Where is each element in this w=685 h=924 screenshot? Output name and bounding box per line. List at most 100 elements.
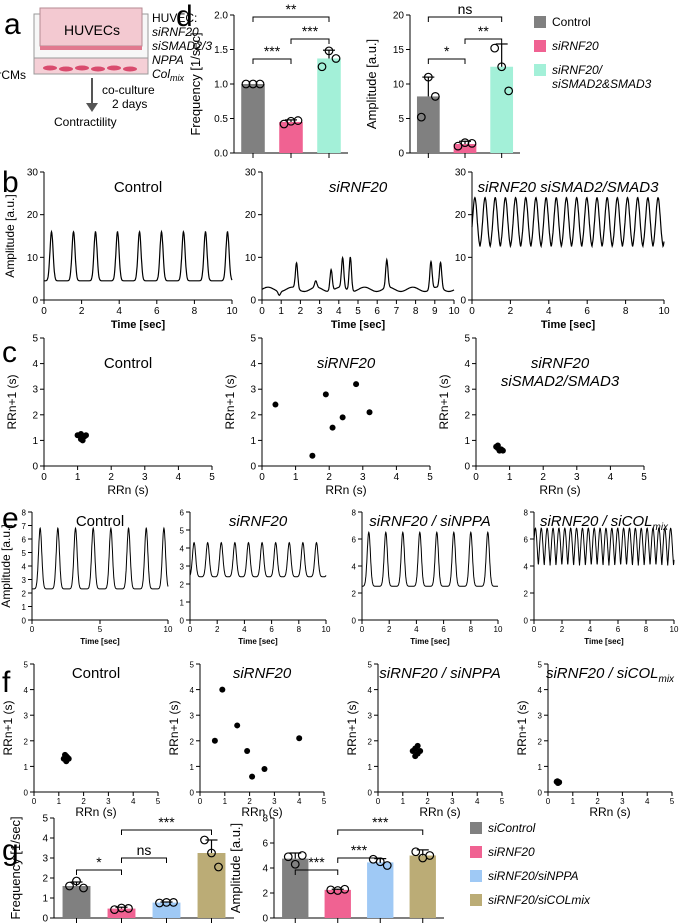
x-tick-label: 1 <box>278 306 284 317</box>
chart-title: Control <box>104 355 152 372</box>
chart-title: siSMAD2/SMAD3 <box>501 373 620 390</box>
y-tick-label: 0 <box>464 462 470 473</box>
y-tick-label: 1 <box>368 763 373 772</box>
x-tick-label: 5 <box>500 797 505 806</box>
y-tick-label: 4 <box>42 834 48 845</box>
y-tick-label: 2 <box>42 874 48 885</box>
x-tick-label: 2 <box>387 625 392 634</box>
y-tick-label: 8 <box>524 509 529 518</box>
data-point <box>65 881 74 891</box>
legend-label: siRNF20 <box>488 845 535 859</box>
panel-label-f: f <box>2 666 11 699</box>
significance-bracket <box>121 857 167 863</box>
scatter-point <box>77 431 84 437</box>
legend-swatch <box>534 64 546 76</box>
legend-swatch <box>534 40 546 52</box>
data-point <box>497 62 507 72</box>
data-point <box>293 116 303 125</box>
x-tick-label: 9 <box>432 306 438 317</box>
x-axis-label: Time [sec] <box>584 637 624 646</box>
panel-label-d: d <box>176 0 193 33</box>
significance-label: *** <box>264 43 281 59</box>
chart-f-sirnf20: 0 1 2 3 4 5 0 1 2 3 4 5 siRNF20 RRn (s) RRn+1 (s) <box>167 661 327 820</box>
x-axis-label: RRn (s) <box>419 805 460 819</box>
y-tick-label: 2 <box>250 410 256 421</box>
data-point <box>200 835 209 845</box>
x-axis-label: RRn (s) <box>75 805 116 819</box>
x-axis-label: RRn (s) <box>107 483 148 497</box>
y-tick-label: 0 <box>24 789 29 798</box>
y-tick-label: 0 <box>190 789 195 798</box>
significance-bracket <box>76 869 122 875</box>
x-tick-label: 2 <box>247 797 252 806</box>
scatter-point <box>329 424 336 431</box>
y-tick-label: 15 <box>393 45 405 56</box>
chart-b-smad: 0 2 4 6 8 10 0 10 20 30 siRNF20 siSMAD2/SMAD3 Time … <box>455 168 670 332</box>
chart-title-text: siRNF20 <box>329 179 388 196</box>
x-axis-label: Time [sec] <box>238 637 278 646</box>
y-tick-label: 3 <box>24 712 29 721</box>
y-tick-label: 2 <box>32 410 38 421</box>
data-point <box>207 848 216 858</box>
coculture-label: co-culture <box>102 83 155 97</box>
x-tick-label: 4 <box>176 472 182 483</box>
y-tick-label: 0 <box>250 296 256 307</box>
scatter-point <box>83 432 89 439</box>
chart-title-text: siSMAD2/SMAD3 <box>501 373 620 390</box>
y-tick-label: 5 <box>538 661 543 670</box>
significance-label: * <box>96 854 102 870</box>
data-point <box>453 141 463 151</box>
scatter-point <box>322 391 329 398</box>
x-tick-label: 5 <box>156 797 161 806</box>
x-axis-label: RRn (s) <box>241 805 282 819</box>
data-point <box>430 92 440 101</box>
y-tick-label: 1 <box>42 894 48 905</box>
chart-g-frequency: 0 1 2 3 4 5 * ns *** Frequency [1/sec] <box>8 814 234 924</box>
y-tick-label: 0 <box>352 617 357 626</box>
y-tick-label: 5 <box>22 549 27 558</box>
y-tick-label: 0 <box>368 789 373 798</box>
x-tick-label: 6 <box>616 625 621 634</box>
y-axis-label: Amplitude [a.u.] <box>3 194 17 277</box>
data-point <box>382 861 392 870</box>
chart-title-text: siRNF20 / siCOL <box>540 513 653 530</box>
y-tick-label: 5 <box>32 334 38 345</box>
rcm-cells <box>43 65 137 72</box>
data-point <box>72 876 81 886</box>
y-tick-label: 2 <box>262 889 268 900</box>
bar <box>107 908 136 918</box>
x-tick-label: 10 <box>226 306 238 317</box>
bar <box>367 862 394 918</box>
x-tick-label: 3 <box>272 797 277 806</box>
x-tick-label: 3 <box>574 472 580 483</box>
y-tick-label: 10 <box>27 253 39 264</box>
bar <box>453 144 477 153</box>
contractility-label: Contractility <box>54 115 117 129</box>
scatter-point <box>366 409 373 416</box>
x-tick-label: 6 <box>269 625 274 634</box>
significance-bracket <box>252 16 330 22</box>
panel-label-b: b <box>2 166 19 199</box>
x-tick-label: 0 <box>473 472 479 483</box>
data-point <box>425 851 435 860</box>
significance-bracket <box>294 869 339 875</box>
y-tick-label: 3 <box>464 385 470 396</box>
chart-title-subscript: mix <box>652 522 669 533</box>
x-axis-label: Time [sec] <box>541 319 596 331</box>
x-tick-label: 0 <box>32 797 37 806</box>
legend-g: siControl siRNF20 siRNF20/siNPPA siRNF20/si… <box>470 821 591 907</box>
chart-c-sirnf20: 0 1 2 3 4 5 0 1 2 3 4 5 siRNF20 RRn (s) RRn+1 (s) <box>223 334 433 498</box>
significance-bracket <box>337 857 381 863</box>
x-tick-label: 8 <box>413 306 419 317</box>
x-tick-label: 2 <box>79 306 85 317</box>
chart-title-text: Control <box>104 355 152 372</box>
x-tick-label: 6 <box>584 306 590 317</box>
x-tick-label: 5 <box>355 306 361 317</box>
scatter-point <box>309 452 316 459</box>
chart-title: siRNF20 <box>229 513 288 530</box>
x-tick-label: 2 <box>560 625 565 634</box>
huvec-header: HUVEC: <box>152 11 197 25</box>
y-tick-label: 1 <box>190 763 195 772</box>
